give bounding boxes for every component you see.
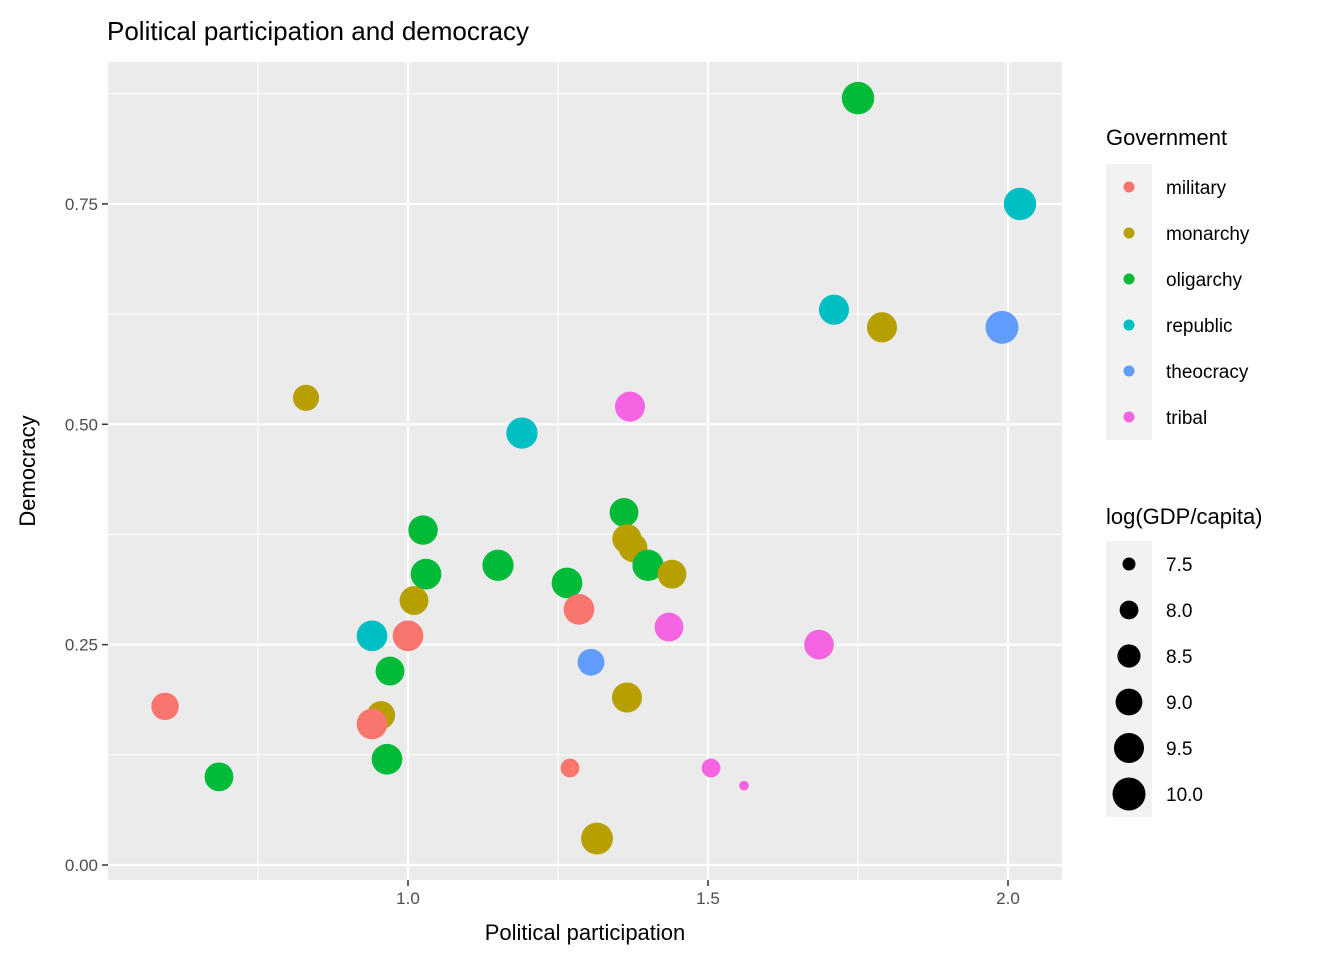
- chart-title: Political participation and democracy: [107, 16, 529, 46]
- data-points: [151, 81, 1037, 855]
- size-legend-label: 10.0: [1166, 785, 1203, 806]
- data-point-republic: [818, 294, 850, 325]
- legend-key-military: [1123, 181, 1135, 193]
- data-point-monarchy: [292, 384, 320, 411]
- y-tick-label: 0.75: [65, 195, 98, 214]
- size-legend-label: 8.0: [1166, 601, 1192, 622]
- size-legend-keys-bg: [1106, 541, 1152, 817]
- data-point-oligarchy: [408, 515, 438, 545]
- gridlines: [108, 62, 1062, 880]
- size-legend-key: [1119, 600, 1139, 620]
- data-point-oligarchy: [375, 656, 405, 686]
- data-point-military: [563, 594, 595, 625]
- x-tick-label: 2.0: [996, 889, 1020, 908]
- size-legend-key: [1117, 644, 1141, 668]
- data-point-oligarchy: [482, 549, 514, 581]
- data-point-tribal: [614, 391, 646, 422]
- legend-label-republic: republic: [1166, 316, 1233, 337]
- legend-label-monarchy: monarchy: [1166, 224, 1250, 245]
- size-legend-key: [1122, 557, 1136, 571]
- legend-key-monarchy: [1123, 227, 1135, 239]
- legend-key-republic: [1123, 319, 1135, 331]
- legend-key-theocracy: [1123, 365, 1135, 377]
- size-legend-label: 9.5: [1166, 739, 1192, 760]
- x-tick-label: 1.0: [396, 889, 420, 908]
- plot-panel: [108, 62, 1062, 880]
- legend-label-theocracy: theocracy: [1166, 362, 1249, 383]
- size-legend-key: [1115, 688, 1143, 716]
- legend-label-oligarchy: oligarchy: [1166, 270, 1243, 291]
- y-axis-label: Democracy: [15, 415, 40, 526]
- legend-label-tribal: tribal: [1166, 408, 1207, 429]
- size-legend-key: [1113, 732, 1145, 764]
- data-point-military: [356, 708, 388, 740]
- y-tick-label: 0.00: [65, 856, 98, 875]
- data-point-oligarchy: [551, 567, 583, 599]
- data-point-oligarchy: [841, 81, 875, 115]
- x-axis-label: Political participation: [485, 920, 686, 945]
- data-point-monarchy: [611, 682, 643, 713]
- size-legend-key: [1112, 777, 1146, 811]
- color-legend-keys-bg: [1106, 164, 1152, 440]
- size-legend: log(GDP/capita) 7.5 8.0 8.5 9.0 9.5 10.0: [1106, 504, 1263, 817]
- data-point-oligarchy: [632, 549, 664, 581]
- data-point-military: [392, 620, 424, 652]
- data-point-monarchy: [399, 586, 429, 615]
- y-tick-label: 0.50: [65, 415, 98, 434]
- data-point-theocracy: [577, 648, 605, 676]
- data-point-military: [560, 758, 580, 778]
- data-point-theocracy: [985, 310, 1019, 344]
- x-tick-label: 1.5: [696, 889, 720, 908]
- axes: 1.0 1.5 2.0 0.00 0.25 0.50 0.75: [65, 195, 1020, 908]
- data-point-oligarchy: [609, 498, 639, 527]
- data-point-oligarchy: [410, 558, 442, 590]
- data-point-republic: [1003, 187, 1037, 221]
- data-point-republic: [356, 620, 388, 652]
- data-point-oligarchy: [371, 743, 403, 775]
- size-legend-title: log(GDP/capita): [1106, 504, 1263, 529]
- data-point-monarchy: [581, 822, 613, 855]
- size-legend-label: 7.5: [1166, 555, 1192, 576]
- color-legend: Government military monarchy oligarchy repu…: [1106, 125, 1250, 440]
- data-point-tribal: [739, 780, 749, 791]
- legend-label-military: military: [1166, 178, 1227, 199]
- data-point-military: [151, 692, 179, 721]
- color-legend-title: Government: [1106, 125, 1227, 150]
- data-point-monarchy: [657, 559, 687, 589]
- legend-key-oligarchy: [1123, 273, 1135, 285]
- data-point-tribal: [804, 629, 834, 660]
- data-point-republic: [506, 417, 538, 449]
- data-point-tribal: [701, 758, 721, 778]
- size-legend-label: 8.5: [1166, 647, 1192, 668]
- size-legend-label: 9.0: [1166, 693, 1192, 714]
- y-tick-label: 0.25: [65, 636, 98, 655]
- data-point-monarchy: [866, 312, 898, 343]
- data-point-tribal: [654, 612, 684, 642]
- data-point-oligarchy: [204, 762, 234, 792]
- legend-key-tribal: [1123, 411, 1135, 423]
